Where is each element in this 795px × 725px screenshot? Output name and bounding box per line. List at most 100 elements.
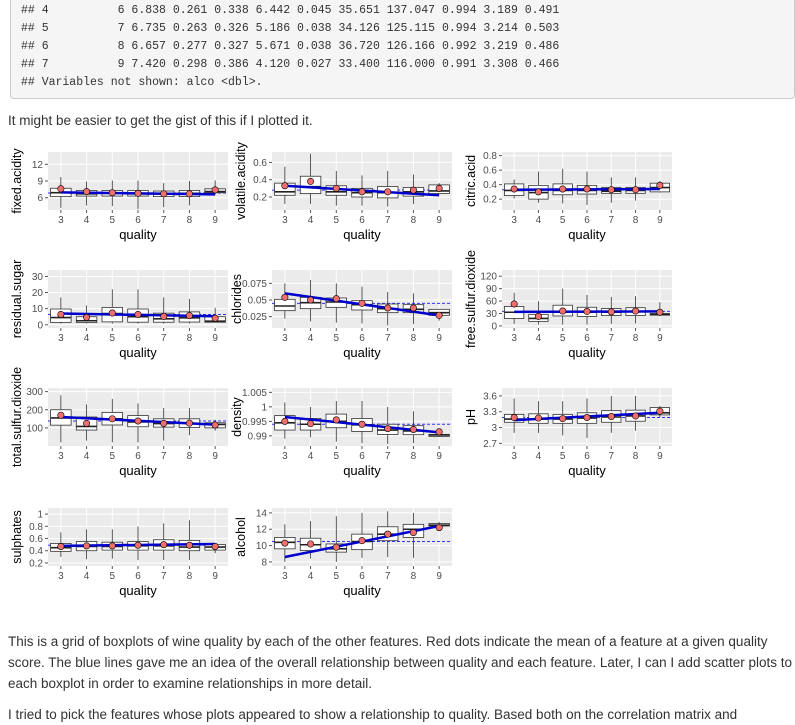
x-tick-label: 8 bbox=[633, 215, 639, 226]
description-paragraph: This is a grid of boxplots of wine quali… bbox=[8, 631, 792, 694]
box-iqr bbox=[275, 299, 296, 310]
y-tick-label: 100 bbox=[26, 423, 43, 434]
x-tick-label: 4 bbox=[84, 215, 90, 226]
mean-point bbox=[535, 313, 541, 319]
x-tick-label: 8 bbox=[633, 451, 639, 462]
mean-point bbox=[657, 408, 663, 414]
mean-point bbox=[584, 186, 590, 192]
y-axis-label: alcohol bbox=[234, 517, 248, 557]
mean-point bbox=[186, 312, 192, 318]
y-tick-label: 10 bbox=[256, 541, 268, 552]
mean-point bbox=[307, 178, 313, 184]
y-tick-label: 0.6 bbox=[29, 534, 43, 545]
mean-point bbox=[608, 413, 614, 419]
x-axis-label: quality bbox=[119, 583, 157, 598]
x-tick-label: 8 bbox=[187, 215, 193, 226]
x-tick-label: 4 bbox=[536, 215, 542, 226]
mean-point bbox=[212, 315, 218, 321]
y-tick-label: 0.05 bbox=[248, 296, 268, 307]
x-tick-label: 6 bbox=[359, 451, 365, 462]
x-tick-label: 3 bbox=[58, 571, 64, 582]
y-axis-label: citric.acid bbox=[464, 155, 478, 207]
y-axis-label: chlorides bbox=[230, 274, 244, 324]
y-tick-label: 0.8 bbox=[29, 522, 43, 533]
y-tick-label: 200 bbox=[26, 405, 43, 416]
y-tick-label: 30 bbox=[486, 309, 498, 320]
x-tick-label: 4 bbox=[308, 571, 314, 582]
x-tick-label: 4 bbox=[308, 333, 314, 344]
x-tick-label: 7 bbox=[609, 215, 615, 226]
mean-point bbox=[632, 187, 638, 193]
mean-point bbox=[307, 420, 313, 426]
mean-point bbox=[657, 309, 663, 315]
x-tick-label: 5 bbox=[334, 571, 340, 582]
x-tick-label: 6 bbox=[359, 215, 365, 226]
y-tick-label: 20 bbox=[32, 288, 44, 299]
mean-point bbox=[632, 308, 638, 314]
y-tick-label: 0.6 bbox=[253, 158, 267, 169]
x-tick-label: 6 bbox=[135, 451, 141, 462]
mean-point bbox=[333, 295, 339, 301]
x-tick-label: 5 bbox=[110, 215, 116, 226]
mean-point bbox=[109, 190, 115, 196]
y-tick-label: 10 bbox=[32, 304, 44, 315]
code-line: ## 6 8 6.657 0.277 0.327 5.671 0.038 36.… bbox=[21, 38, 794, 56]
mean-point bbox=[511, 414, 517, 420]
x-tick-label: 8 bbox=[187, 451, 193, 462]
mean-point bbox=[135, 311, 141, 317]
mean-point bbox=[535, 189, 541, 195]
mean-point bbox=[282, 183, 288, 189]
x-tick-label: 9 bbox=[436, 215, 442, 226]
mean-point bbox=[58, 412, 64, 418]
mean-point bbox=[186, 542, 192, 548]
y-axis-label: free.sulfur.dioxide bbox=[464, 250, 478, 348]
x-tick-label: 9 bbox=[212, 215, 218, 226]
mean-point bbox=[212, 187, 218, 193]
x-tick-label: 6 bbox=[135, 571, 141, 582]
code-line: ## 5 7 6.735 0.263 0.326 5.186 0.038 34.… bbox=[21, 20, 794, 38]
mean-point bbox=[109, 543, 115, 549]
mean-point bbox=[436, 185, 442, 191]
x-tick-label: 4 bbox=[536, 451, 542, 462]
x-tick-label: 5 bbox=[560, 333, 566, 344]
y-tick-label: 1 bbox=[261, 402, 267, 413]
y-axis-label: sulphates bbox=[10, 510, 24, 564]
x-tick-label: 4 bbox=[84, 571, 90, 582]
x-axis-label: quality bbox=[343, 463, 381, 478]
x-tick-label: 7 bbox=[161, 215, 167, 226]
x-tick-label: 7 bbox=[609, 333, 615, 344]
intro-paragraph: It might be easier to get the gist of th… bbox=[8, 113, 313, 128]
y-tick-label: 1.005 bbox=[242, 388, 267, 399]
mean-point bbox=[83, 543, 89, 549]
x-tick-label: 3 bbox=[511, 333, 517, 344]
mean-point bbox=[385, 305, 391, 311]
x-tick-label: 9 bbox=[212, 571, 218, 582]
y-tick-label: 0.8 bbox=[483, 151, 497, 162]
mean-point bbox=[632, 413, 638, 419]
x-tick-label: 8 bbox=[187, 571, 193, 582]
mean-point bbox=[511, 186, 517, 192]
x-tick-label: 5 bbox=[334, 451, 340, 462]
mean-point bbox=[161, 420, 167, 426]
x-tick-label: 5 bbox=[334, 215, 340, 226]
x-tick-label: 7 bbox=[385, 571, 391, 582]
x-tick-label: 8 bbox=[411, 451, 417, 462]
y-tick-label: 300 bbox=[26, 387, 43, 398]
mean-point bbox=[135, 542, 141, 548]
y-tick-label: 0 bbox=[37, 320, 43, 331]
x-tick-label: 9 bbox=[436, 451, 442, 462]
mean-point bbox=[359, 537, 365, 543]
x-tick-label: 5 bbox=[110, 571, 116, 582]
mean-point bbox=[58, 543, 64, 549]
y-tick-label: 3.3 bbox=[483, 407, 497, 418]
mean-point bbox=[385, 531, 391, 537]
trailing-paragraph: I tried to pick the features whose plots… bbox=[8, 704, 792, 725]
code-line: ## 4 6 6.838 0.261 0.338 6.442 0.045 35.… bbox=[21, 2, 794, 20]
